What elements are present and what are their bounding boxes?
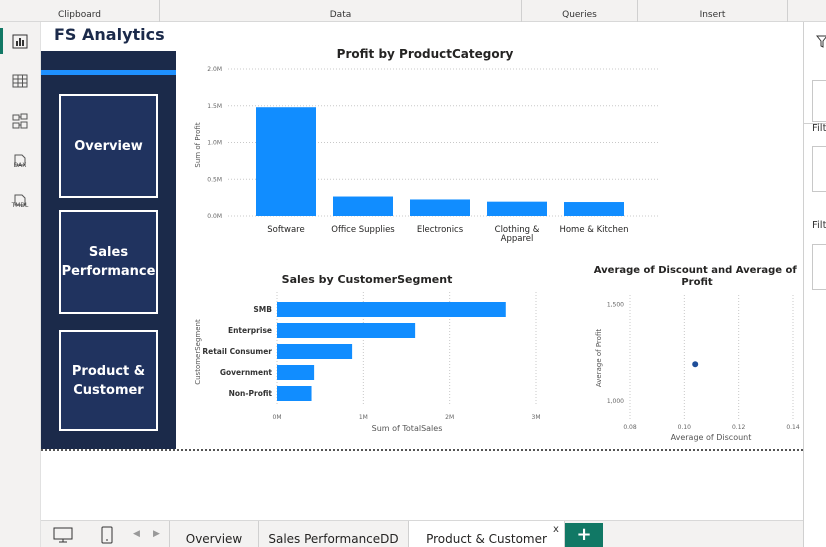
tmdl-label: TMDL	[11, 201, 29, 209]
tab-sales-performance[interactable]: Sales PerformanceDD	[259, 521, 409, 547]
bar[interactable]	[277, 302, 506, 317]
y-axis-label: Average of Profit	[595, 329, 603, 387]
x-tick-label: Clothing &	[495, 225, 540, 235]
bar[interactable]	[277, 323, 416, 338]
nav-accent-bar	[41, 70, 176, 75]
y-tick-label: 0.0M	[207, 213, 222, 220]
ribbon-group-label: Clipboard	[58, 10, 101, 20]
x-tick-label: Home & Kitchen	[559, 225, 628, 235]
discount-profit-scatter[interactable]: Average of Discount and Average of Profi…	[594, 265, 800, 442]
filter-section-label: Filt	[812, 123, 826, 134]
chart-title: Profit by ProductCategory	[337, 47, 514, 61]
x-tick-label: 0M	[273, 414, 282, 421]
nav-button-sales-performance[interactable]: Sales Performance	[59, 210, 158, 314]
profit-by-category-chart[interactable]: Profit by ProductCategory Sum of Profit …	[194, 47, 658, 244]
chart-title: Sales by CustomerSegment	[282, 273, 453, 286]
bar[interactable]	[333, 196, 393, 216]
bar[interactable]	[410, 199, 470, 216]
x-tick-label: 0.12	[732, 424, 746, 431]
nav-panel: Overview Sales Performance Product & Cus…	[41, 51, 176, 449]
y-tick-label: 1.5M	[207, 103, 222, 110]
ribbon-group-label: Insert	[699, 10, 726, 20]
dax-label: DAX	[13, 161, 27, 169]
y-tick-label: 0.5M	[207, 176, 222, 183]
x-tick-label: Software	[267, 225, 304, 235]
x-tick-label: 2M	[445, 414, 454, 421]
bar[interactable]	[564, 202, 624, 216]
report-view-icon[interactable]	[9, 30, 31, 52]
tab-product-customer[interactable]: Product & Customer	[409, 521, 565, 547]
scatter-point[interactable]	[692, 361, 699, 368]
y-tick-label: Government	[220, 368, 273, 377]
mobile-layout-icon[interactable]	[101, 526, 113, 547]
desktop-layout-icon[interactable]	[53, 527, 73, 547]
x-tick-label: 1M	[359, 414, 368, 421]
active-view-indicator	[0, 28, 3, 54]
ribbon-group-label: Queries	[562, 10, 597, 20]
y-tick-label: 2.0M	[207, 66, 222, 73]
filters-pane: Filt Filt	[803, 22, 826, 547]
table-view-icon[interactable]	[9, 70, 31, 92]
model-view-icon[interactable]	[9, 110, 31, 132]
bar[interactable]	[277, 386, 312, 401]
bar[interactable]	[277, 344, 353, 359]
filter-icon[interactable]	[815, 34, 826, 53]
x-axis-label: Average of Discount	[671, 433, 752, 442]
ribbon-group-label: Data	[329, 10, 352, 20]
filter-well[interactable]	[812, 146, 826, 192]
view-rail: DAX TMDL	[0, 22, 41, 547]
bar[interactable]	[277, 365, 315, 380]
ribbon-group-data[interactable]: Data	[160, 0, 522, 22]
x-tick-label: 0.10	[678, 424, 692, 431]
x-tick-label: Office Supplies	[331, 225, 395, 235]
y-tick-label: SMB	[253, 305, 272, 314]
x-tick-label: 3M	[532, 414, 541, 421]
y-tick-label: 1,000	[607, 398, 624, 405]
add-page-button[interactable]: +	[565, 523, 603, 547]
x-tick-label: Apparel	[501, 234, 534, 244]
filter-well[interactable]	[812, 244, 826, 290]
nav-button-overview[interactable]: Overview	[59, 94, 158, 198]
brand-title: FS Analytics	[41, 22, 176, 52]
chart-title-line-1: Average of Discount and Average of	[594, 265, 798, 276]
y-tick-label: Non-Profit	[229, 389, 273, 398]
y-axis-label: Sum of Profit	[194, 122, 202, 167]
x-axis-label: Sum of TotalSales	[372, 424, 443, 433]
expand-button[interactable]	[812, 80, 826, 122]
y-tick-label: 1.0M	[207, 140, 222, 147]
scroll-right-icon[interactable]: ▶	[153, 529, 160, 539]
ribbon-group-queries[interactable]: Queries	[522, 0, 638, 22]
tab-overview[interactable]: Overview	[169, 521, 259, 547]
page-tab-bar: ◀ ▶ Overview Sales PerformanceDD Product…	[41, 520, 803, 547]
bar[interactable]	[256, 107, 316, 216]
chart-title-line-2: Profit	[681, 277, 713, 288]
close-tab-icon[interactable]: x	[553, 524, 559, 535]
x-tick-label: 0.14	[786, 424, 800, 431]
y-tick-label: Retail Consumer	[202, 347, 272, 356]
scroll-left-icon[interactable]: ◀	[133, 529, 140, 539]
ribbon-group-clipboard[interactable]: Clipboard	[0, 0, 160, 22]
canvas-divider	[41, 449, 803, 451]
chart-title: Average of Discount and Average of Profi…	[594, 265, 800, 288]
sales-by-segment-chart[interactable]: Sales by CustomerSegment CustomerSegment…	[194, 273, 541, 433]
filter-section-label: Filt	[812, 220, 826, 231]
y-tick-label: 1,500	[607, 302, 624, 309]
ribbon: Clipboard Data Queries Insert	[0, 0, 826, 22]
tmdl-view-icon[interactable]: TMDL	[9, 190, 31, 212]
x-tick-label: Electronics	[417, 225, 464, 235]
y-tick-label: Enterprise	[228, 326, 272, 335]
ribbon-group-insert[interactable]: Insert	[638, 0, 788, 22]
dax-query-icon[interactable]: DAX	[9, 150, 31, 172]
x-tick-label: 0.08	[623, 424, 637, 431]
bar[interactable]	[487, 201, 547, 216]
nav-button-product-customer[interactable]: Product & Customer	[59, 330, 158, 431]
y-axis-label: CustomerSegment	[194, 319, 202, 385]
